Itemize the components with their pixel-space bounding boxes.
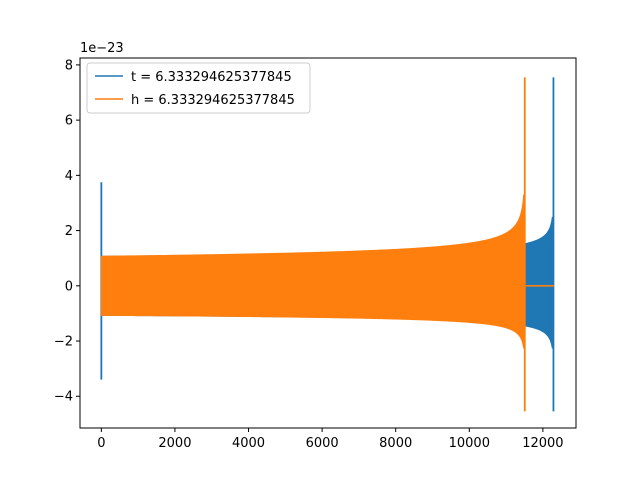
x-axis: 0 2000 4000 6000 8000 10000 12000 [97,428,564,451]
series-h [100,77,554,412]
legend-label-h: h = 6.333294625377845 [131,93,295,108]
y-tick-label: 4 [65,169,73,184]
legend-box [86,62,311,114]
y-tick-label: −4 [54,390,73,405]
y-tick-label: 0 [65,279,73,294]
y-axis: −4 −2 0 2 4 6 8 [54,58,80,405]
y-tick-label: 8 [65,58,73,73]
y-offset-label: 1e−23 [80,41,124,56]
legend-label-t: t = 6.333294625377845 [131,70,292,85]
y-tick-label: −2 [54,335,73,350]
y-tick-label: 6 [65,114,73,129]
x-tick-label: 0 [97,436,105,451]
x-tick-label: 2000 [158,436,191,451]
x-tick-label: 4000 [232,436,265,451]
axes-frame [79,57,577,429]
series-layer [100,77,555,412]
x-tick-label: 12000 [522,436,563,451]
series-h-band [100,194,525,349]
x-tick-label: 8000 [379,436,412,451]
x-tick-label: 6000 [306,436,339,451]
x-tick-label: 10000 [449,436,490,451]
legend: t = 6.333294625377845 h = 6.333294625377… [86,62,311,114]
y-tick-label: 2 [65,224,73,239]
